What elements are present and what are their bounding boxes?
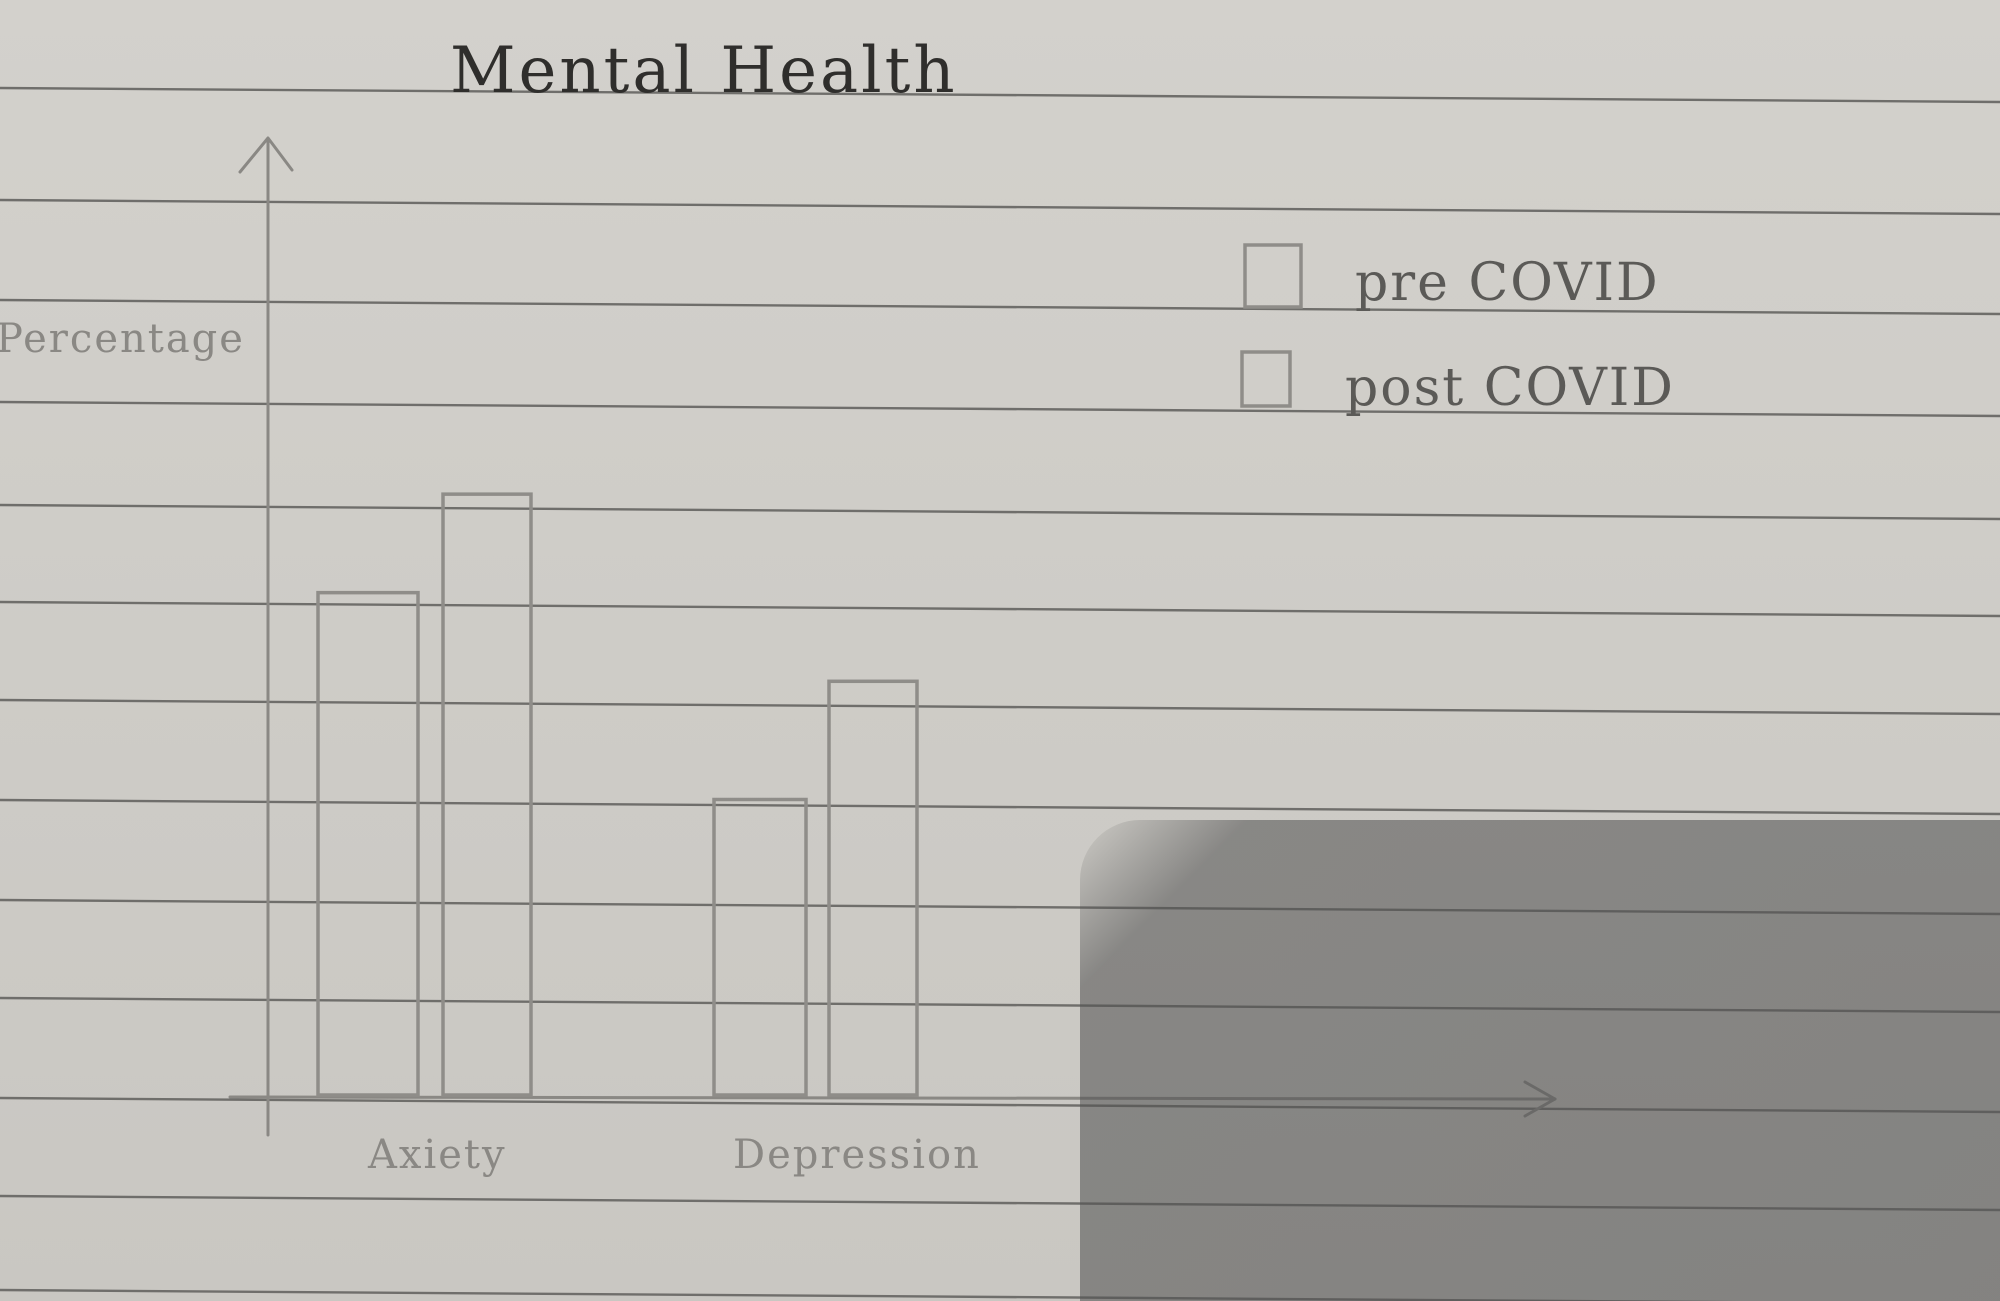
ruled-line bbox=[0, 298, 2000, 316]
category-label-depression: Depression bbox=[733, 1132, 981, 1178]
bar-axiety-pre-covid bbox=[316, 590, 420, 1097]
category-labels: Axiety Depression bbox=[367, 1132, 981, 1178]
legend-label-post-covid: post COVID bbox=[1345, 358, 1675, 418]
bars bbox=[316, 492, 919, 1097]
y-axis-arrowhead bbox=[238, 136, 294, 174]
legend: pre COVID post COVID bbox=[1240, 243, 1675, 418]
ruled-line bbox=[0, 198, 2000, 216]
x-axis bbox=[228, 1095, 1557, 1101]
ruled-line bbox=[0, 86, 2000, 104]
ruled-line bbox=[0, 698, 2000, 716]
legend-swatch-post-covid bbox=[1240, 350, 1292, 408]
y-axis-label: Percentage bbox=[0, 316, 245, 362]
ruled-line bbox=[0, 898, 2000, 916]
ruled-lines bbox=[0, 86, 2000, 1301]
ruled-line bbox=[0, 1288, 1743, 1301]
ruled-line bbox=[0, 996, 2000, 1014]
bar-axiety-post-covid bbox=[441, 492, 533, 1097]
ruled-line bbox=[0, 400, 2000, 418]
ruled-line bbox=[0, 1096, 2000, 1114]
legend-swatch-pre-covid bbox=[1243, 243, 1303, 309]
legend-label-pre-covid: pre COVID bbox=[1355, 253, 1660, 313]
ruled-line bbox=[0, 1194, 2000, 1212]
ruled-line bbox=[0, 503, 2000, 521]
bar-depression-post-covid bbox=[827, 679, 919, 1097]
ruled-line bbox=[0, 600, 2000, 618]
chart-title: Mental Health bbox=[450, 34, 958, 108]
category-label-axiety: Axiety bbox=[367, 1132, 507, 1178]
bar-depression-pre-covid bbox=[712, 797, 808, 1097]
ruled-line bbox=[0, 798, 2000, 816]
